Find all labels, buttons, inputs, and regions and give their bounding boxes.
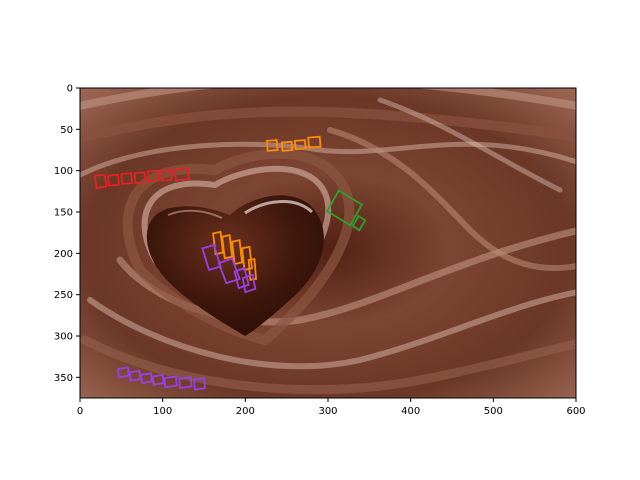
text-region-box	[173, 167, 191, 182]
text-region-box	[163, 375, 178, 389]
text-region-box	[178, 376, 193, 390]
y-axis: 0 50 100 150 200 250 300 350	[54, 84, 80, 384]
x-tick-label: 600	[566, 406, 585, 417]
text-region-box	[146, 169, 160, 183]
text-region-box	[293, 139, 307, 151]
text-region-box	[233, 267, 250, 290]
y-tick-label: 250	[54, 290, 73, 301]
x-tick-label: 300	[318, 406, 337, 417]
text-region-box	[120, 172, 134, 185]
y-tick-label: 150	[54, 208, 73, 219]
text-region-box	[241, 245, 253, 271]
y-tick-label: 100	[54, 166, 73, 177]
chocolate-swirl-rings	[80, 88, 576, 395]
purple-bottom-boxes	[117, 366, 206, 391]
heart-highlight	[244, 200, 314, 215]
text-box-annotations	[93, 135, 367, 391]
y-tick-label: 300	[54, 332, 73, 343]
text-region-box	[247, 258, 258, 281]
text-region-box	[241, 273, 257, 294]
x-tick-label: 500	[484, 406, 503, 417]
text-region-box	[325, 189, 364, 227]
text-region-box	[193, 377, 206, 391]
green-ms-box	[325, 189, 367, 232]
text-region-box	[140, 372, 153, 385]
x-tick-label: 100	[153, 406, 172, 417]
y-tick-label: 200	[54, 249, 73, 260]
text-region-box	[133, 171, 147, 185]
text-region-box	[117, 366, 130, 379]
x-tick-label: 200	[236, 406, 255, 417]
red-word-boxes	[93, 167, 191, 190]
text-region-box	[107, 173, 120, 187]
text-region-box	[221, 234, 234, 260]
y-tick-label: 0	[67, 84, 73, 95]
text-region-box	[128, 369, 142, 382]
text-region-box	[280, 140, 294, 152]
y-tick-label: 50	[60, 125, 73, 136]
x-tick-label: 400	[401, 406, 420, 417]
x-tick-label: 0	[77, 406, 83, 417]
orange-heart-boxes	[212, 230, 258, 281]
text-region-box	[231, 239, 244, 266]
text-region-box	[93, 173, 108, 190]
x-axis: 0 100 200 300 400 500 600	[77, 398, 586, 417]
text-region-box	[217, 257, 241, 285]
text-region-box	[307, 135, 322, 149]
text-region-box	[160, 168, 173, 182]
orange-top-boxes	[265, 135, 322, 152]
purple-heart-boxes	[201, 243, 257, 294]
text-region-box	[351, 214, 367, 232]
text-region-box	[265, 139, 279, 152]
y-tick-label: 350	[54, 373, 73, 384]
text-region-box	[151, 373, 165, 386]
chocolate-photo	[80, 88, 576, 398]
